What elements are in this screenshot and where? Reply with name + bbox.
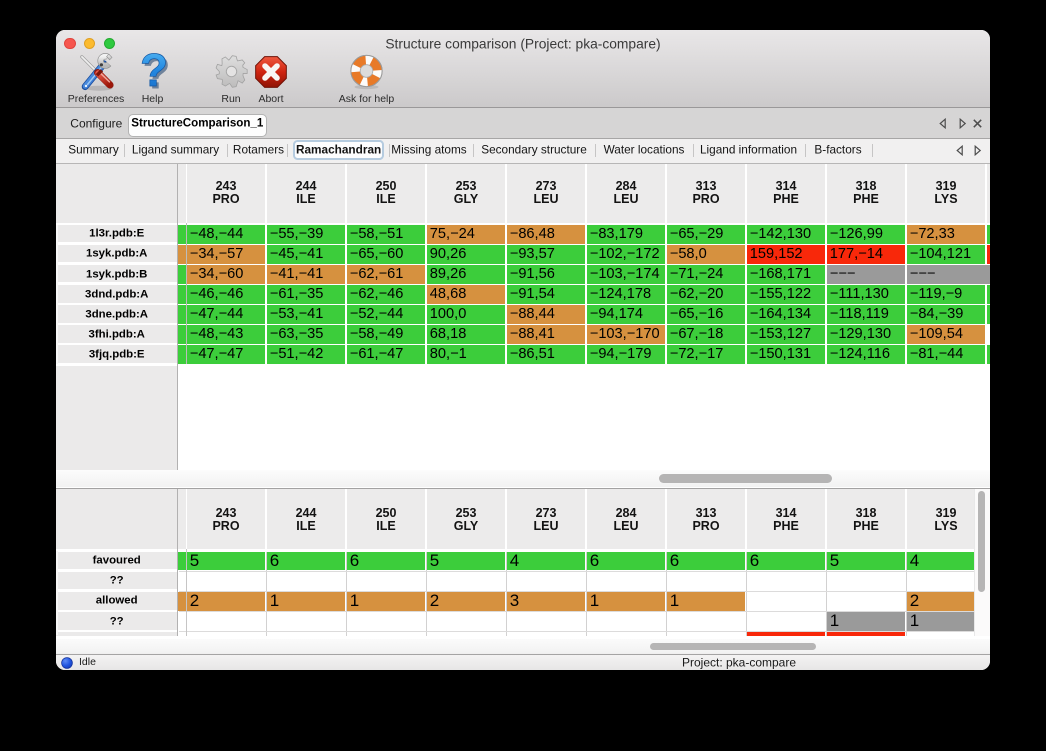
- svg-text:?: ?: [142, 52, 169, 92]
- svg-text:?: ?: [140, 52, 168, 92]
